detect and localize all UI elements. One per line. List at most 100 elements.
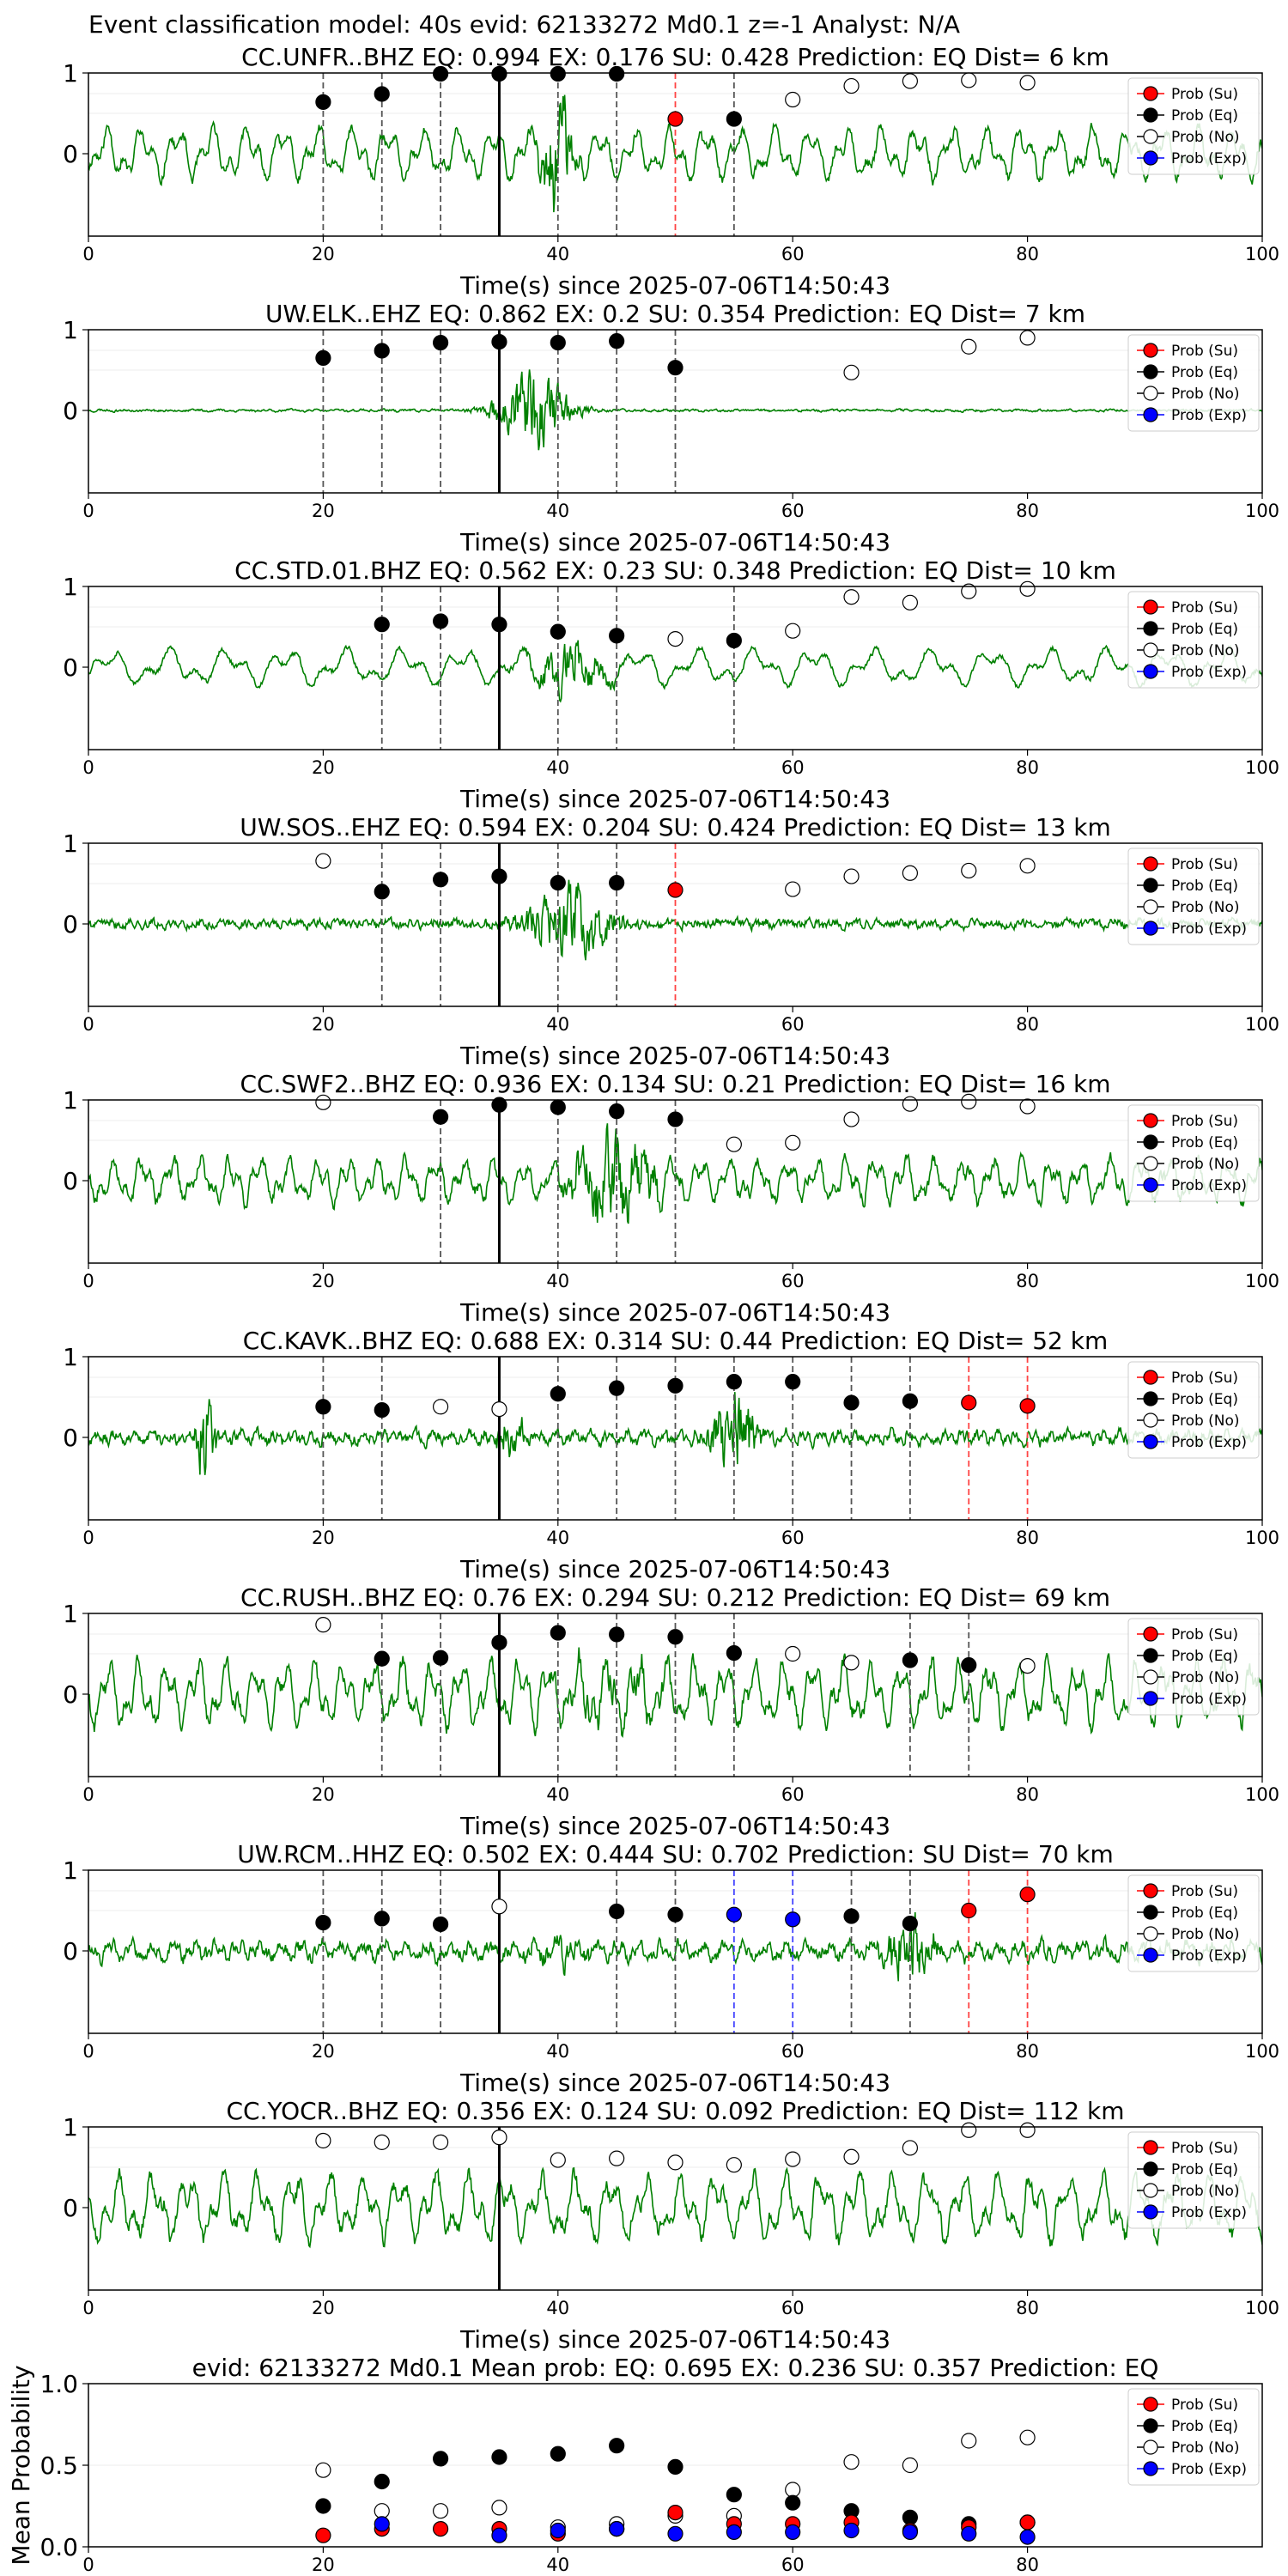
prob-point [374, 2134, 390, 2150]
axes-frame [88, 329, 1263, 494]
prob-point [785, 2151, 801, 2167]
legend-box [1127, 1874, 1260, 1972]
legend-label: Prob (Su) [1171, 1883, 1238, 1900]
legend-label: Prob (Eq) [1171, 2418, 1238, 2435]
legend-label: Prob (Su) [1171, 2397, 1238, 2414]
y-tick-label: 1 [63, 1600, 78, 1628]
legend-label: Prob (Su) [1171, 1113, 1238, 1130]
legend-label: Prob (No) [1171, 129, 1240, 146]
prob-point [667, 111, 683, 127]
legend-marker [1143, 1947, 1158, 1963]
mean-prob-point [1019, 2429, 1036, 2445]
mean-prob-point [902, 2509, 919, 2525]
axes-frame [88, 1099, 1263, 1264]
prob-point [1019, 2122, 1036, 2138]
mean-prob-point [315, 2498, 331, 2514]
prob-point [550, 65, 566, 82]
prob-point [785, 623, 801, 639]
x-tick-label: 80 [1016, 757, 1039, 778]
legend-marker [1143, 920, 1158, 936]
prob-point [491, 334, 507, 350]
x-axis-label: Time(s) since 2025-07-06T14:50:43 [459, 271, 890, 300]
x-tick-label: 60 [781, 2298, 805, 2318]
legend-label: Prob (Eq) [1171, 878, 1238, 895]
prob-point [902, 1652, 919, 1668]
panel-mean: evid: 62133272 Md0.1 Mean prob: EQ: 0.69… [7, 2354, 1263, 2575]
y-tick-label: 0 [63, 1167, 78, 1195]
legend-marker [1143, 86, 1158, 101]
prob-point [315, 1617, 331, 1633]
prob-point [961, 2122, 977, 2138]
legend-marker [1143, 1926, 1158, 1941]
x-axis-label: Time(s) since 2025-07-06T14:50:43 [459, 2325, 890, 2354]
x-tick-label: 0 [82, 757, 94, 778]
x-tick-label: 80 [1016, 501, 1039, 521]
x-tick-label: 40 [546, 1014, 569, 1035]
prob-point [432, 2134, 449, 2150]
x-tick-label: 60 [781, 501, 805, 521]
x-tick-label: 20 [312, 501, 335, 521]
prob-point [315, 94, 331, 110]
prob-point [432, 1916, 449, 1933]
waveform-trace [88, 369, 1262, 451]
axes-frame [88, 72, 1263, 237]
panel-UW.RCM..HHZ: UW.RCM..HHZ EQ: 0.502 EX: 0.444 SU: 0.70… [63, 1840, 1279, 2097]
mean-prob-point [374, 2503, 390, 2519]
legend-marker [1143, 2140, 1158, 2155]
mean-prob-point [550, 2445, 566, 2462]
legend-box [1127, 591, 1260, 689]
y-tick-label: 0.5 [39, 2451, 78, 2480]
y-tick-label: 0 [63, 910, 78, 939]
legend-label: Prob (No) [1171, 386, 1240, 403]
prob-point [432, 872, 449, 888]
prob-point [315, 1915, 331, 1931]
prob-point [1019, 858, 1036, 874]
waveform-trace [88, 94, 1262, 213]
legend-label: Prob (Exp) [1171, 1434, 1247, 1451]
legend-label: Prob (Exp) [1171, 1691, 1247, 1708]
legend-marker [1143, 1134, 1158, 1150]
prob-point [550, 874, 566, 891]
x-tick-label: 100 [1245, 757, 1279, 778]
legend-box [1127, 848, 1260, 945]
x-axis-label: Time(s) since 2025-07-06T14:50:43 [459, 1042, 890, 1070]
legend: Prob (Su) Prob (Eq) Prob (No) Prob (Exp) [1127, 77, 1260, 175]
prob-point [667, 1111, 683, 1127]
x-tick-label: 80 [1016, 1784, 1039, 1805]
legend-marker [1143, 407, 1158, 422]
prob-point [491, 2129, 507, 2146]
legend-marker [1143, 2204, 1158, 2220]
x-axis-label: Time(s) since 2025-07-06T14:50:43 [459, 1812, 890, 1840]
prob-point [609, 1903, 625, 1920]
x-tick-label: 60 [781, 1014, 805, 1035]
mean-prob-point [961, 2433, 977, 2449]
legend-marker [1143, 1113, 1158, 1128]
mean-prob-point [667, 2505, 683, 2521]
prob-point [902, 2140, 919, 2156]
legend-marker [1143, 1883, 1158, 1899]
legend-marker [1143, 1391, 1158, 1406]
mean-prob-point [785, 2482, 801, 2498]
prob-point [726, 1906, 742, 1923]
legend: Prob (Su) Prob (Eq) Prob (No) Prob (Exp) [1127, 591, 1260, 689]
prob-point [491, 1097, 507, 1113]
panel-CC.UNFR..BHZ: CC.UNFR..BHZ EQ: 0.994 EX: 0.176 SU: 0.4… [63, 43, 1279, 300]
prob-point [961, 1093, 977, 1109]
legend: Prob (Su) Prob (Eq) Prob (No) Prob (Exp) [1127, 1874, 1260, 1972]
prob-point [843, 1908, 860, 1924]
y-tick-label: 1 [63, 573, 78, 601]
x-tick-label: 20 [312, 2298, 335, 2318]
legend: Prob (Su) Prob (Eq) Prob (No) Prob (Exp) [1127, 1618, 1260, 1716]
prob-point [1019, 75, 1036, 91]
figure-suptitle: Event classification model: 40s evid: 62… [88, 10, 960, 39]
axes-frame [88, 1613, 1263, 1777]
legend-label: Prob (No) [1171, 1926, 1240, 1943]
x-tick-label: 20 [312, 1271, 335, 1291]
waveform-trace [88, 1647, 1262, 1738]
x-axis-label: Time(s) since 2025-07-06T14:50:43 [459, 785, 890, 813]
mean-prob-point [1019, 2514, 1036, 2530]
x-tick-label: 80 [1016, 2555, 1039, 2575]
x-tick-label: 60 [781, 1528, 805, 1548]
waveform-trace [88, 640, 1262, 703]
